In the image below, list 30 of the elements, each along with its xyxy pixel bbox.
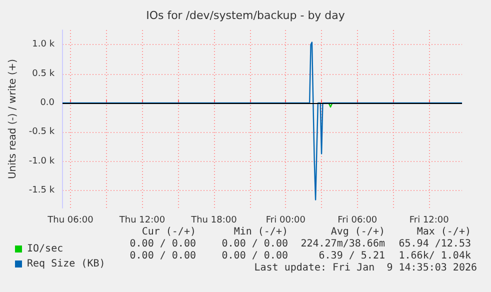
x-tick-label: Thu 06:00: [46, 216, 94, 226]
y-tick-label: 0.0: [40, 98, 55, 108]
text: 1.66k/ 1.04k: [398, 250, 471, 262]
y-tick-label: -0.5 k: [28, 127, 56, 138]
x-tick-label: Fri 12:00: [409, 216, 450, 226]
text: Max (-/+): [416, 226, 471, 238]
text: 65.94 /12.53: [398, 238, 471, 250]
x-tick-label: Fri 00:00: [266, 216, 306, 226]
chart-title: IOs for /dev/system/backup - by day: [146, 9, 346, 22]
x-tick-label: Fri 06:00: [338, 216, 378, 226]
y-tick-label: 1.0 k: [32, 40, 56, 50]
text: 0.00 / 0.00: [130, 250, 196, 262]
text: 0.00 / 0.00: [222, 250, 288, 262]
y-tick-label: -1.0 k: [28, 156, 56, 166]
text: Avg (-/+): [330, 226, 385, 238]
text: Cur (-/+): [142, 226, 196, 238]
y-tick-label: 0.5 k: [32, 68, 56, 79]
x-tick-label: Thu 18:00: [190, 216, 238, 226]
text: 6.39 / 5.21: [318, 250, 385, 262]
legend-label: Req Size (KB): [27, 258, 106, 270]
text: 224.27m/38.66m: [300, 238, 385, 250]
y-tick-label: -1.5 k: [28, 185, 56, 196]
text: Min (-/+): [234, 226, 288, 238]
text: Last update: Fri Jan 9 14:35:03 2026: [254, 262, 478, 274]
y-axis-title: Units read (-) / write (+): [8, 58, 18, 180]
text: 0.00 / 0.00: [130, 238, 196, 250]
line-series: [62, 42, 463, 200]
legend-label: IO/sec: [27, 244, 64, 254]
x-tick-label: Thu 12:00: [118, 216, 166, 226]
text: 0.00 / 0.00: [222, 238, 288, 250]
